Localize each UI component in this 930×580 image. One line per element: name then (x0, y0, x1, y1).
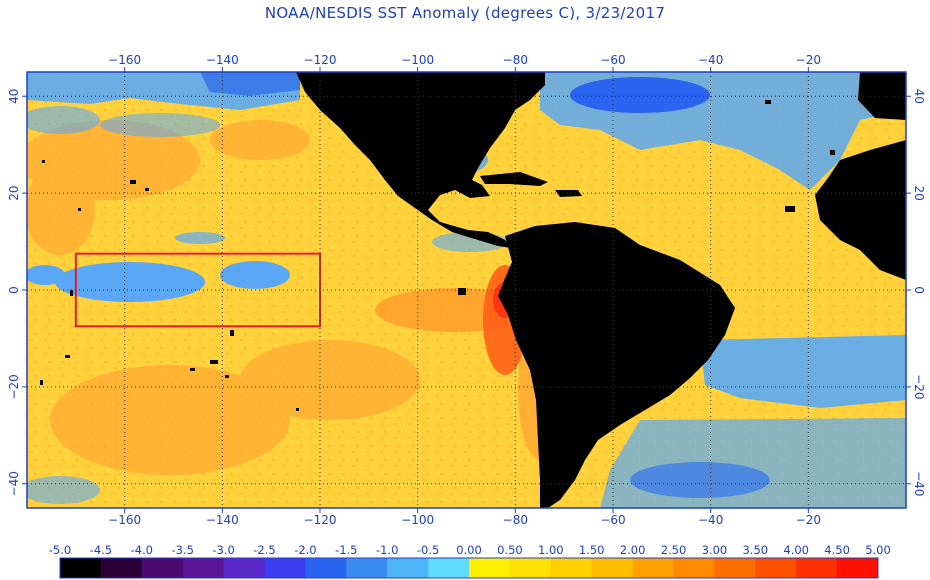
colorbar-label: 4.50 (824, 543, 850, 557)
lat-label-left: 0 (7, 286, 21, 294)
colorbar-swatch (100, 558, 143, 578)
land-masses (296, 72, 906, 508)
colorbar-swatch (223, 558, 265, 578)
colorbar-labels: -5.0 -4.5 -4.0 -3.5 -3.0 -2.5 -2.0 -1.5 -1.0 -0.5… (49, 543, 891, 557)
axis-labels: −160 −160 −140 −140 −120 −120 −100 −100 −80 −80 −6… (7, 53, 926, 527)
colorbar-label: -5.0 (49, 543, 71, 557)
colorbar-label: -4.5 (90, 543, 112, 557)
colorbar-swatch (755, 558, 797, 578)
colorbar-swatch (837, 558, 879, 578)
land-cuba (480, 172, 548, 186)
colorbar-label: -0.5 (417, 543, 439, 557)
colorbar-swatch (591, 558, 634, 578)
lon-label-top: −100 (401, 53, 434, 67)
lat-label-left: 20 (7, 185, 21, 200)
map-title: NOAA/NESDIS SST Anomaly (degrees C), 3/2… (264, 4, 666, 22)
colorbar-swatch (346, 558, 388, 578)
lon-label-bottom: −100 (401, 513, 434, 527)
cool-anomaly-regions (27, 72, 906, 508)
colorbar-label: 4.00 (783, 543, 809, 557)
colorbar-label: 3.00 (702, 543, 728, 557)
gridlines (27, 72, 906, 508)
colorbar-swatch (428, 558, 470, 578)
colorbar-label: -3.5 (171, 543, 193, 557)
colorbar-label: -2.5 (253, 543, 275, 557)
lon-label-bottom: −140 (206, 513, 239, 527)
colorbar-label: -1.5 (335, 543, 357, 557)
lat-label-right: 40 (912, 89, 926, 104)
colorbar-label: 1.00 (538, 543, 564, 557)
colorbar (59, 557, 879, 579)
lat-label-right: 0 (912, 286, 926, 294)
land-africa (815, 140, 906, 280)
colorbar-label: -1.0 (376, 543, 398, 557)
lon-label-bottom: −160 (108, 513, 141, 527)
map-field (27, 72, 906, 508)
colorbar-label: 1.50 (579, 543, 605, 557)
axis-ticks (22, 67, 911, 513)
land-iberia (858, 72, 906, 120)
land-south-america (498, 222, 735, 508)
colorbar-label: -2.0 (294, 543, 316, 557)
colorbar-swatch (550, 558, 593, 578)
land-north-america (296, 72, 545, 248)
colorbar-swatch (673, 558, 715, 578)
colorbar-swatch (141, 558, 184, 578)
colorbar-label: 2.00 (620, 543, 646, 557)
colorbar-label: 0.00 (456, 543, 482, 557)
lon-label-bottom: −20 (796, 513, 821, 527)
lon-label-top: −40 (698, 53, 723, 67)
colorbar-swatch (714, 558, 756, 578)
colorbar-frame (59, 557, 879, 579)
lon-label-top: −120 (304, 53, 337, 67)
colorbar-label: -3.0 (212, 543, 234, 557)
colorbar-label: 5.00 (865, 543, 891, 557)
island-dots (40, 100, 835, 411)
land-galapagos (458, 288, 466, 295)
lat-label-left: 40 (7, 89, 21, 104)
colorbar-label: 3.50 (742, 543, 768, 557)
colorbar-swatch (182, 558, 225, 578)
lon-label-top: −140 (206, 53, 239, 67)
colorbar-swatch (264, 558, 306, 578)
lat-label-right: −20 (912, 374, 926, 399)
warm-anomaly-regions (27, 120, 420, 475)
lat-label-right: −40 (912, 471, 926, 496)
colorbar-swatch (509, 558, 552, 578)
colorbar-swatch (796, 558, 838, 578)
lon-label-top: −160 (108, 53, 141, 67)
lon-label-bottom: −80 (503, 513, 528, 527)
colorbar-swatch (469, 558, 511, 578)
colorbar-label: 2.50 (661, 543, 687, 557)
land-hispaniola (555, 190, 582, 197)
lon-label-top: −60 (600, 53, 625, 67)
colorbar-swatch (387, 558, 429, 578)
lon-label-top: −80 (503, 53, 528, 67)
colorbar-swatch (305, 558, 347, 578)
colorbar-label: 0.50 (497, 543, 523, 557)
lon-label-top: −20 (796, 53, 821, 67)
colorbar-label: -4.0 (131, 543, 153, 557)
lat-label-right: 20 (912, 185, 926, 200)
lat-label-left: −40 (7, 471, 21, 496)
lon-label-bottom: −60 (600, 513, 625, 527)
colorbar-swatch (632, 558, 674, 578)
colorbar-swatch (60, 558, 102, 578)
lat-label-left: −20 (7, 374, 21, 399)
lon-label-bottom: −120 (304, 513, 337, 527)
lon-label-bottom: −40 (698, 513, 723, 527)
